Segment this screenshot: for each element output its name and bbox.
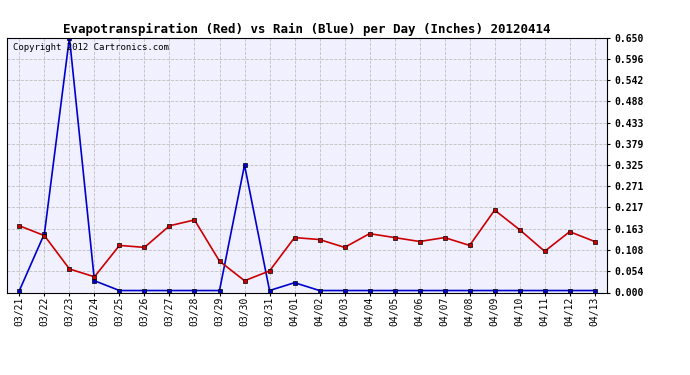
- Title: Evapotranspiration (Red) vs Rain (Blue) per Day (Inches) 20120414: Evapotranspiration (Red) vs Rain (Blue) …: [63, 23, 551, 36]
- Text: Copyright 2012 Cartronics.com: Copyright 2012 Cartronics.com: [13, 43, 169, 52]
